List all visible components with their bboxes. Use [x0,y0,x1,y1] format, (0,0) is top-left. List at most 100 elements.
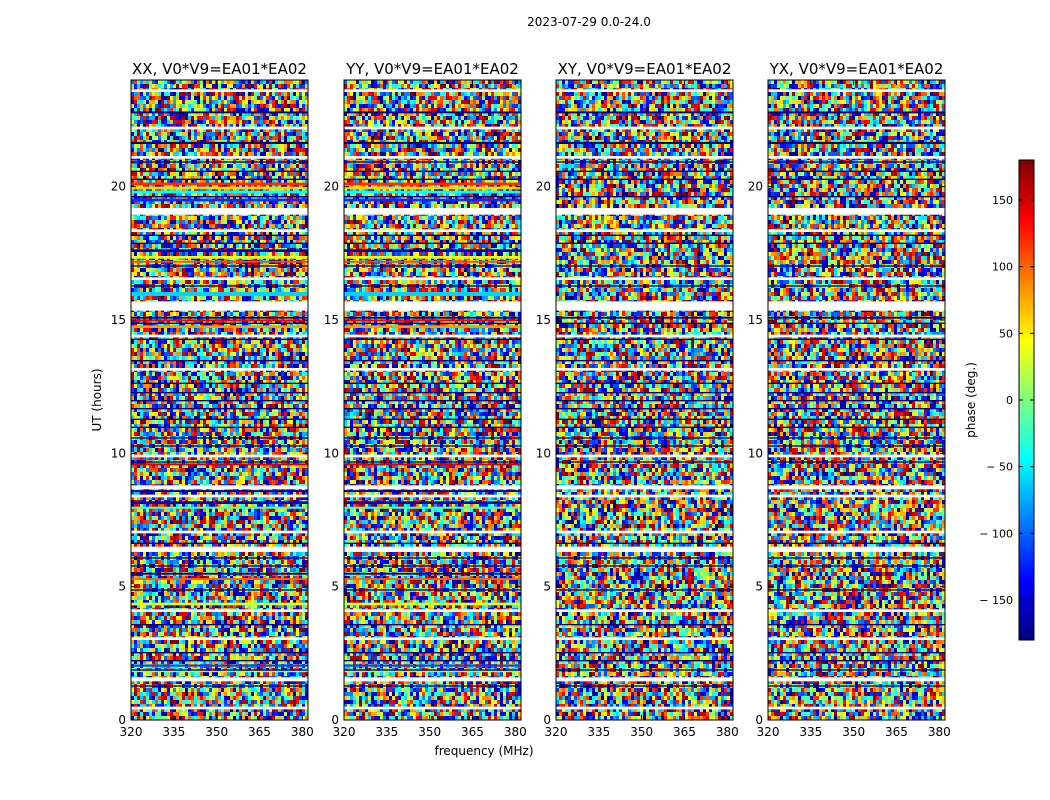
flagged-band-9 [344,368,521,371]
dark-band-19 [768,418,945,420]
dark-band-12 [131,322,308,324]
dark-band-31 [344,669,521,671]
colorbar-tick-label: 50 [999,327,1013,340]
y-tick-label: 5 [118,580,126,594]
dark-band-22 [768,445,945,447]
flagged-band-3 [131,156,308,159]
flagged-band-3 [344,156,521,159]
coherent-stripe-12 [131,490,308,492]
x-tick-label: 335 [375,725,398,739]
coherent-stripe-18 [344,664,521,667]
flagged-band-16 [556,637,733,640]
y-tick-label: 15 [536,313,551,327]
dark-band-32 [344,685,521,687]
y-tick-label: 15 [111,313,126,327]
flagged-band-1 [768,89,945,92]
coherent-stripe-11 [344,463,521,466]
coherent-stripe-4 [131,198,308,202]
flagged-band-6 [768,277,945,280]
flagged-band-2 [768,126,945,130]
flagged-band-11 [344,494,521,498]
flagged-band-2 [556,126,733,130]
dark-band-4 [556,170,733,172]
dark-band-19 [556,418,733,420]
flagged-band-15 [768,609,945,612]
flagged-band-6 [131,277,308,280]
dark-band-14 [131,360,308,362]
flagged-band-4 [556,208,733,215]
dark-band-13 [556,338,733,340]
dark-band-17 [556,400,733,402]
dark-band-5 [556,178,733,180]
coherent-stripe-5 [344,249,521,252]
coherent-stripe-18 [131,664,308,667]
flagged-band-16 [131,637,308,640]
dark-band-32 [131,685,308,687]
flagged-band-10 [344,454,521,458]
dark-band-31 [131,669,308,671]
dark-band-8 [768,242,945,244]
dark-band-27 [556,589,733,591]
x-tick-label: 365 [673,725,696,739]
dark-band-16 [344,392,521,394]
dark-band-9 [131,265,308,267]
dark-band-27 [344,589,521,591]
dark-band-28 [768,624,945,626]
x-tick-label: 350 [205,725,228,739]
dark-band-14 [556,360,733,362]
dark-band-3 [768,161,945,163]
flagged-band-6 [556,277,733,280]
coherent-stripe-5 [131,249,308,252]
flagged-band-17 [768,677,945,682]
flagged-band-5 [768,229,945,232]
flagged-band-14 [344,546,521,552]
dark-band-31 [768,669,945,671]
flagged-band-9 [556,368,733,371]
dark-band-21 [131,437,308,439]
dark-band-5 [344,178,521,180]
flagged-band-17 [344,677,521,682]
colorbar-tick-label: − 150 [979,594,1013,607]
dark-band-6 [131,196,308,198]
coherent-stripe-12 [344,490,521,492]
dark-band-27 [131,589,308,591]
flagged-band-6 [344,277,521,280]
flagged-band-1 [131,89,308,92]
flagged-band-4 [344,208,521,215]
flagged-band-8 [556,334,733,338]
x-axis-label: frequency (MHz) [434,744,533,758]
flagged-band-5 [131,229,308,232]
dark-band-8 [131,242,308,244]
dark-band-7 [556,234,733,236]
dark-band-21 [768,437,945,439]
flagged-band-9 [131,368,308,371]
y-axis-label: UT (hours) [90,368,104,431]
coherent-stripe-9 [344,319,521,322]
dark-band-20 [556,426,733,428]
dark-band-29 [131,652,308,654]
coherent-stripe-6 [131,256,308,259]
dark-band-1 [556,111,733,114]
dark-band-11 [344,316,521,319]
flagged-band-8 [768,334,945,338]
dark-band-2 [131,141,308,144]
colorbar-tick-label: − 100 [979,527,1013,540]
coherent-stripe-8 [344,292,521,296]
colorbar-label: phase (deg.) [964,362,978,438]
y-tick-label: 5 [755,580,763,594]
dark-band-4 [768,170,945,172]
dark-band-7 [344,234,521,236]
flagged-band-14 [768,546,945,552]
flagged-band-1 [344,89,521,92]
flagged-band-5 [556,229,733,232]
flagged-band-11 [131,494,308,498]
flagged-band-10 [768,454,945,458]
dark-band-26 [768,565,945,567]
panel-xx: 320 335 350 365 380 0 5 10 15 20 XX, V0*V9=EA01*EA… [111,60,314,739]
flagged-band-7 [556,301,733,311]
coherent-stripe-7 [344,260,521,263]
flagged-band-7 [131,301,308,311]
flagged-band-7 [344,301,521,311]
flagged-band-18 [768,706,945,710]
dark-band-19 [131,418,308,420]
